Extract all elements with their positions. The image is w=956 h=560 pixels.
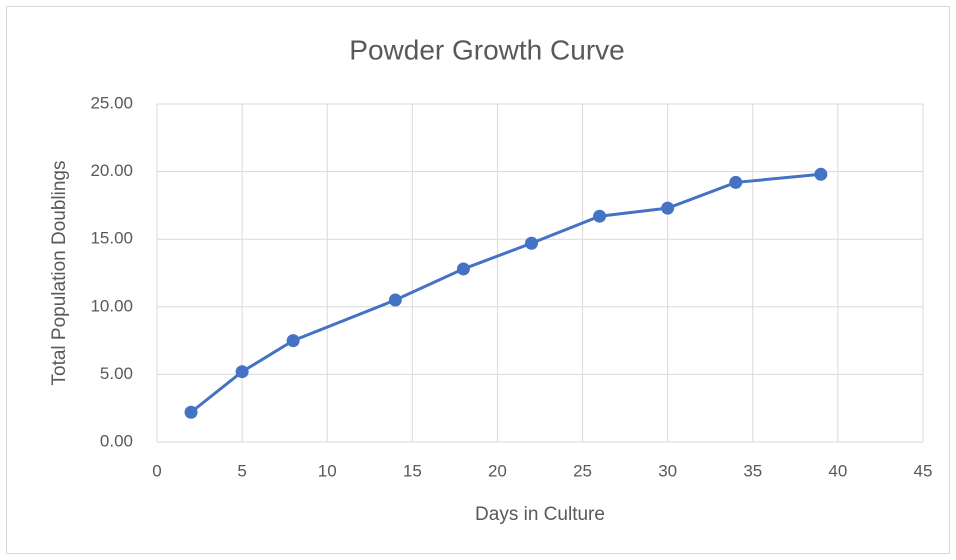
x-tick-label: 20	[488, 461, 507, 480]
y-tick-label: 15.00	[90, 229, 133, 248]
y-axis-label: Total Population Doublings	[49, 161, 70, 386]
chart-title: Powder Growth Curve	[349, 34, 624, 65]
x-tick-label: 25	[573, 461, 592, 480]
x-tick-label: 10	[318, 461, 337, 480]
data-point	[661, 201, 675, 215]
data-point	[286, 334, 300, 348]
y-tick-label: 10.00	[90, 296, 133, 315]
data-point	[388, 293, 402, 307]
y-tick-label: 20.00	[90, 161, 133, 180]
y-tick-label: 0.00	[100, 431, 133, 450]
x-tick-label: 35	[743, 461, 762, 480]
data-point	[593, 209, 607, 223]
data-point	[524, 236, 538, 250]
x-tick-label: 45	[914, 461, 933, 480]
x-tick-label: 5	[237, 461, 246, 480]
x-tick-label: 15	[403, 461, 422, 480]
x-tick-label: 40	[828, 461, 847, 480]
data-point	[235, 365, 249, 379]
x-axis-label: Days in Culture	[475, 504, 605, 525]
data-line	[190, 172, 822, 414]
data-point	[729, 175, 743, 189]
x-tick-label: 0	[152, 461, 161, 480]
y-tick-label: 25.00	[90, 93, 133, 112]
data-point	[184, 405, 198, 419]
y-tick-label: 5.00	[100, 364, 133, 383]
data-point	[814, 167, 828, 181]
chart-border	[6, 6, 950, 554]
data-point	[456, 262, 470, 276]
x-tick-label: 30	[658, 461, 677, 480]
